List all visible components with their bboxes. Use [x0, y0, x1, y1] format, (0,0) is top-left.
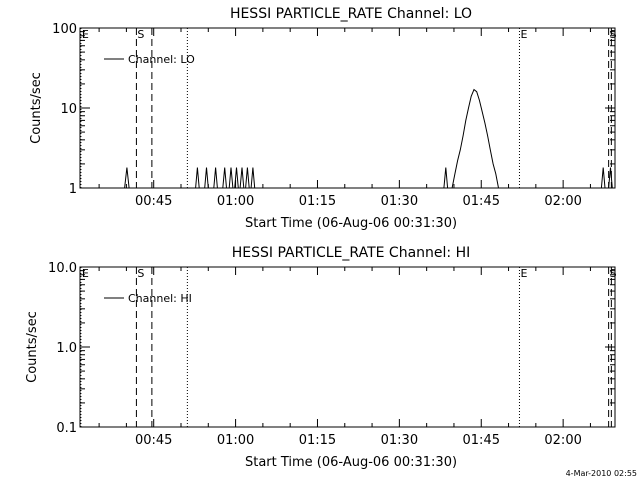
- y-tick-label: 10.0: [48, 261, 77, 276]
- marker-label: E: [82, 28, 89, 41]
- series-line: [124, 88, 613, 189]
- plot-frame: [79, 266, 616, 428]
- footer-date: 4-Mar-2010 02:55: [566, 469, 637, 478]
- x-tick-label: 00:45: [135, 194, 172, 209]
- panel-lo: HESSI PARTICLE_RATE Channel: LO Counts/s…: [29, 6, 617, 231]
- x-axis-label: Start Time (06-Aug-06 00:31:30): [245, 216, 457, 231]
- marker-label: S: [610, 267, 617, 280]
- x-tick-label: 01:00: [217, 433, 254, 448]
- marker-label: E: [82, 267, 89, 280]
- x-tick-label: 01:00: [217, 194, 254, 209]
- x-tick-label: 01:15: [299, 194, 336, 209]
- y-tick-label: 100: [52, 22, 77, 37]
- panel-hi: HESSI PARTICLE_RATE Channel: HI Counts/s…: [25, 245, 617, 470]
- y-tick-label: 10: [60, 102, 77, 117]
- marker-label: E: [520, 28, 527, 41]
- plot-frame: [79, 27, 616, 189]
- x-tick-label: 01:30: [381, 433, 418, 448]
- legend-label: Channel: HI: [128, 292, 192, 305]
- y-axis-label: Counts/sec: [29, 72, 44, 144]
- x-tick-label: 00:45: [135, 433, 172, 448]
- y-tick-label: 1: [69, 182, 77, 197]
- marker-label: S: [610, 28, 617, 41]
- series-lines: [124, 88, 613, 189]
- y-tick-label: 1.0: [56, 341, 77, 356]
- y-axis-label: Counts/sec: [25, 311, 40, 383]
- chart-title: HESSI PARTICLE_RATE Channel: HI: [232, 245, 470, 261]
- x-tick-label: 01:45: [463, 194, 500, 209]
- marker-label: E: [520, 267, 527, 280]
- x-axis-label: Start Time (06-Aug-06 00:31:30): [245, 455, 457, 470]
- legend-label: Channel: LO: [128, 53, 195, 66]
- x-tick-label: 02:00: [544, 194, 581, 209]
- x-tick-label: 01:15: [299, 433, 336, 448]
- x-tick-label: 02:00: [544, 433, 581, 448]
- marker-label: S: [137, 267, 144, 280]
- y-tick-label: 0.1: [56, 421, 77, 436]
- marker-label: S: [137, 28, 144, 41]
- x-tick-label: 01:30: [381, 194, 418, 209]
- chart-title: HESSI PARTICLE_RATE Channel: LO: [230, 6, 472, 22]
- axis-ticks: 00:45 01:00 01:15 01:30 01:45 02:00 0.1 1.0 10.0: [48, 261, 615, 448]
- axis-ticks: 00:45 01:00 01:15 01:30 01:45 02:00 1 10 100: [52, 22, 615, 209]
- x-tick-label: 01:45: [463, 433, 500, 448]
